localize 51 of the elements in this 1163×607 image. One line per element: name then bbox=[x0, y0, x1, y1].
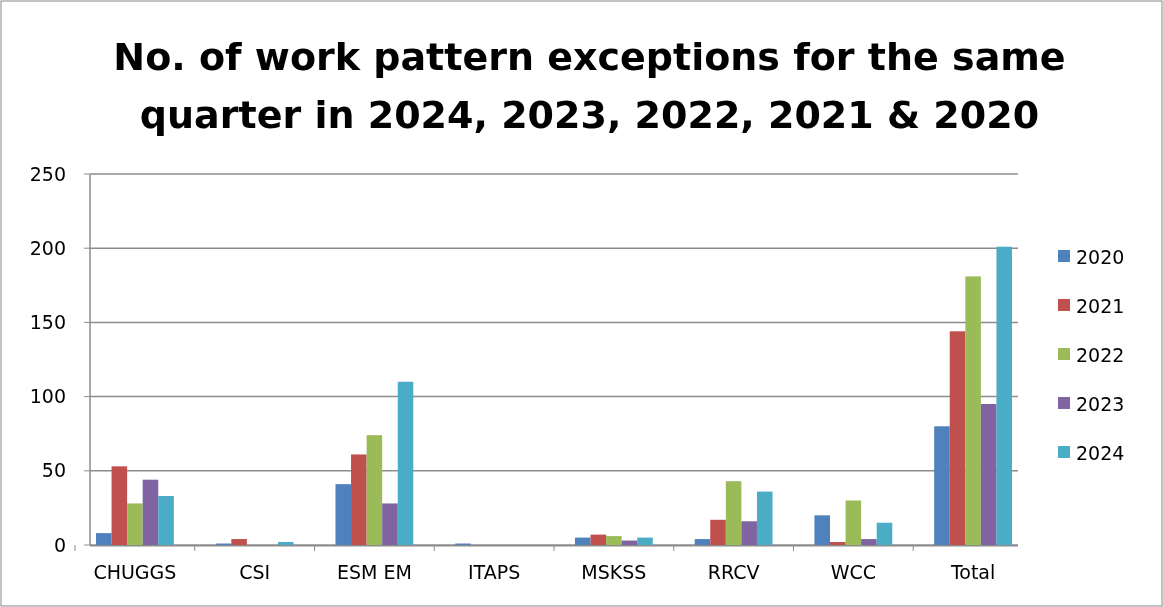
bar bbox=[741, 521, 757, 545]
bar bbox=[980, 404, 997, 545]
legend-label: 2022 bbox=[1076, 343, 1125, 366]
bar bbox=[861, 539, 877, 545]
bar bbox=[756, 491, 773, 545]
legend-label: 2024 bbox=[1076, 441, 1125, 464]
x-tick-label: MSKSS bbox=[581, 561, 647, 583]
bar bbox=[845, 500, 862, 545]
x-tick-label: ITAPS bbox=[468, 561, 521, 583]
x-tick-label: WCC bbox=[830, 561, 877, 583]
bar bbox=[397, 381, 414, 545]
legend-label: 2020 bbox=[1076, 245, 1125, 268]
bar bbox=[382, 503, 398, 545]
x-tick-label: Total bbox=[949, 561, 996, 583]
legend-label: 2023 bbox=[1076, 392, 1125, 415]
x-tick-label: ESM EM bbox=[336, 561, 412, 583]
bar bbox=[949, 331, 966, 545]
y-tick-label: 100 bbox=[29, 385, 66, 408]
bar bbox=[725, 481, 742, 545]
y-tick-label: 200 bbox=[29, 236, 66, 259]
bar bbox=[830, 542, 846, 545]
bar bbox=[694, 539, 711, 545]
bar bbox=[590, 534, 607, 545]
x-tick-label: RRCV bbox=[707, 561, 760, 583]
bar bbox=[637, 537, 653, 545]
bar bbox=[606, 536, 622, 545]
bar bbox=[231, 539, 247, 545]
bar bbox=[95, 533, 112, 545]
bar bbox=[876, 522, 893, 545]
y-tick-label: 0 bbox=[53, 533, 66, 556]
chart-title: No. of work pattern exceptions for the same quarter in 2024, 2023, 2022, 2021 & 2020 bbox=[113, 35, 1066, 137]
legend-label: 2021 bbox=[1076, 294, 1125, 317]
bar bbox=[574, 537, 591, 545]
bar bbox=[710, 519, 726, 545]
bar bbox=[111, 466, 128, 545]
bar bbox=[158, 496, 174, 545]
bar bbox=[142, 479, 159, 545]
bar bbox=[996, 246, 1013, 545]
y-tick-label: 50 bbox=[41, 459, 66, 482]
x-tick-label: CSI bbox=[239, 561, 271, 583]
bar bbox=[934, 426, 950, 545]
bar bbox=[278, 542, 294, 545]
bar bbox=[351, 454, 367, 545]
bar bbox=[127, 503, 143, 545]
bar bbox=[965, 276, 981, 545]
y-tick-label: 150 bbox=[29, 311, 66, 334]
bar bbox=[335, 484, 352, 545]
bar bbox=[366, 435, 383, 545]
x-tick-label: CHUGGS bbox=[93, 561, 177, 583]
bar bbox=[814, 515, 831, 545]
y-tick-label: 250 bbox=[29, 162, 66, 185]
